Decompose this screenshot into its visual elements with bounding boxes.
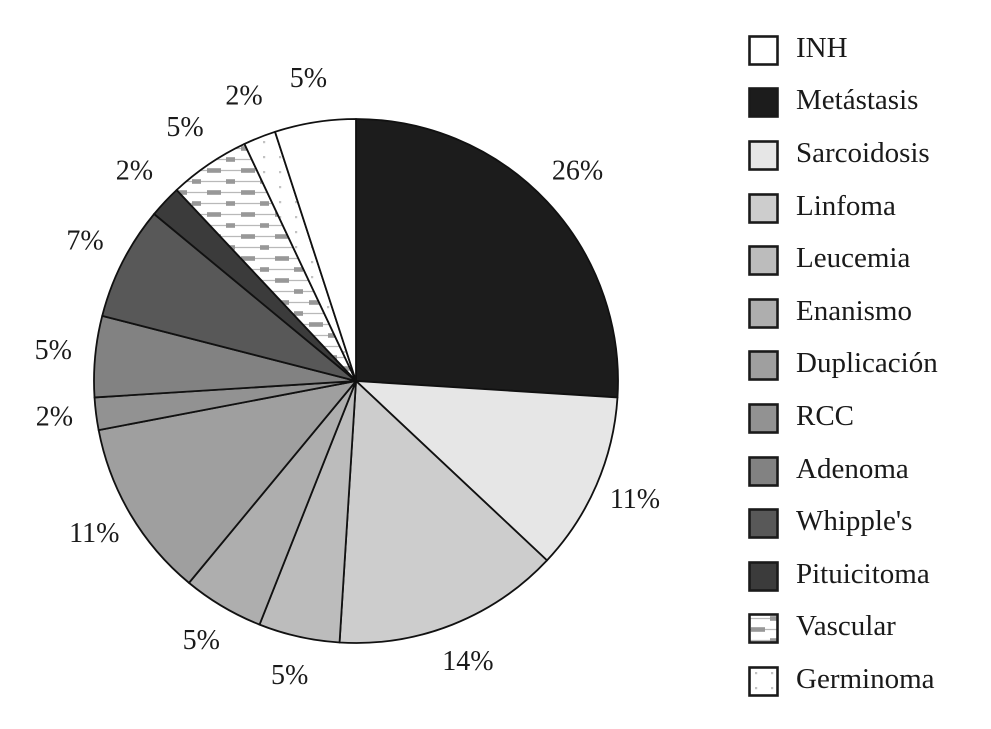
legend-swatch-leucemia (748, 245, 779, 276)
legend-label-leucemia: Leucemia (796, 242, 911, 275)
legend-swatch-enanismo (748, 297, 779, 329)
legend-item-inh: INH (748, 24, 938, 77)
pie-percent-label-adenoma: 5% (35, 335, 72, 366)
legend-label-whipples: Whipple's (796, 505, 913, 538)
legend-item-rcc: RCC (748, 392, 938, 445)
legend-swatch-vascular (748, 613, 779, 645)
pie-chart: 26% 11% 14% 5% 5% 11% 2% 5% 7% 2% 5% 2% 5% (35, 63, 661, 691)
pie-percent-label-enanismo: 5% (183, 625, 220, 656)
legend-swatch-sarcoidosis (748, 140, 779, 171)
pie-percent-label-pituicitoma: 2% (116, 155, 153, 186)
pie-percent-label-inh: 5% (290, 63, 327, 94)
legend-swatch-adenoma (748, 455, 779, 487)
pie-percent-label-germinoma: 2% (225, 81, 262, 112)
legend-label-linfoma: Linfoma (796, 189, 896, 222)
pie-slice-metastasis (355, 118, 619, 399)
pie-slice-sarcoidosis (355, 380, 619, 562)
legend-label-metastasis: Metástasis (796, 84, 919, 117)
legend-item-enanismo: Enanismo (748, 287, 938, 340)
pie-slice-duplicacion (97, 380, 357, 584)
legend-item-whipples: Whipple's (748, 497, 938, 550)
legend-item-linfoma: Linfoma (748, 182, 938, 235)
legend-item-pituicitoma: Pituicitoma (748, 550, 938, 603)
legend-swatch-metastasis (748, 87, 779, 119)
legend-swatch-whipples (748, 508, 779, 539)
pie-percent-label-sarcoidosis: 11% (610, 484, 660, 515)
legend-item-adenoma: Adenoma (748, 445, 938, 498)
pie-percent-label-leucemia: 5% (271, 660, 308, 691)
legend-item-vascular: Vascular (748, 603, 938, 656)
legend-swatch-linfoma (748, 192, 779, 224)
legend: INH Metástasis Sarcoidosis Linfoma Leucemia E… (748, 24, 938, 708)
legend-label-rcc: RCC (796, 399, 855, 432)
legend-label-duplicacion: Duplicación (796, 347, 938, 380)
legend-label-adenoma: Adenoma (796, 452, 909, 485)
pie-percent-labels-group: 26% 11% 14% 5% 5% 11% 2% 5% 7% 2% 5% 2% 5% (35, 63, 661, 691)
legend-label-vascular: Vascular (796, 610, 896, 643)
legend-swatch-germinoma (748, 666, 779, 697)
legend-label-inh: INH (796, 31, 848, 64)
pie-percent-label-linfoma: 14% (442, 646, 493, 677)
legend-swatch-pituicitoma (748, 560, 779, 592)
legend-label-pituicitoma: Pituicitoma (796, 557, 930, 590)
legend-item-sarcoidosis: Sarcoidosis (748, 129, 938, 182)
legend-label-sarcoidosis: Sarcoidosis (796, 136, 930, 169)
pie-percent-label-duplicacion: 11% (69, 518, 119, 549)
legend-label-enanismo: Enanismo (796, 294, 912, 327)
pie-slice-inh (274, 118, 357, 382)
pie-slices-group (93, 118, 619, 644)
pie-slice-linfoma (338, 380, 548, 644)
legend-item-germinoma: Germinoma (748, 655, 938, 708)
legend-item-metastasis: Metástasis (748, 77, 938, 130)
pie-percent-label-vascular: 5% (166, 112, 203, 143)
legend-item-duplicacion: Duplicación (748, 340, 938, 393)
pie-percent-label-whipples: 7% (66, 225, 103, 256)
legend-item-leucemia: Leucemia (748, 234, 938, 287)
legend-swatch-duplicacion (748, 350, 779, 382)
legend-swatch-rcc (748, 403, 779, 434)
legend-label-germinoma: Germinoma (796, 662, 935, 695)
pie-percent-label-metastasis: 26% (552, 155, 603, 186)
pie-percent-label-rcc: 2% (36, 402, 73, 433)
legend-swatch-inh (748, 34, 779, 66)
pie-slice-whipples (101, 213, 357, 382)
